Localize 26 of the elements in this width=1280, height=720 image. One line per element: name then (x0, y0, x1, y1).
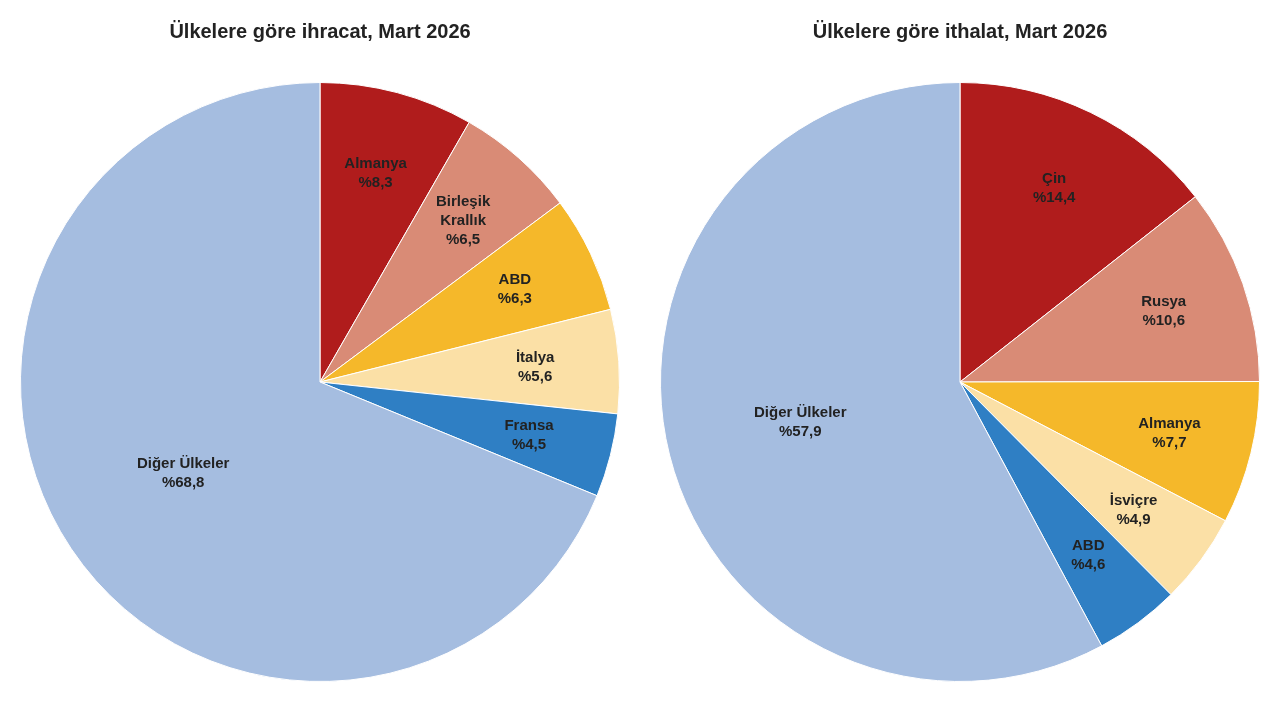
slice-label: İtalya (515, 347, 555, 365)
slice-label: Almanya (1138, 413, 1202, 431)
chart-title: Ülkelere göre ithalat, Mart 2026 (812, 19, 1108, 42)
chart-title: Ülkelere göre ihracat, Mart 2026 (169, 19, 471, 42)
slice-label: Almanya (344, 154, 408, 172)
data-label: %6,5 (446, 229, 481, 247)
slice-label: Fransa (504, 415, 555, 433)
data-label: %4,5 (511, 434, 547, 452)
slice-label: Diğer Ülkeler (136, 454, 230, 472)
data-label: %6,3 (497, 289, 532, 307)
data-label: %57,9 (778, 421, 822, 439)
data-label: %10,6 (1142, 310, 1185, 328)
data-label: %7,7 (1152, 432, 1187, 450)
slice-label: Rusya (1141, 291, 1187, 309)
data-label: %14,4 (1032, 187, 1077, 205)
data-label: %8,3 (358, 173, 393, 191)
data-label: %4,6 (1071, 554, 1106, 572)
slice-label: ABD (498, 270, 532, 288)
slice-label: İsviçre (1109, 490, 1158, 508)
slice-label: Diğer Ülkeler (753, 402, 847, 420)
slice-label: ABD (1072, 535, 1105, 553)
slice-label: Çin (1042, 168, 1067, 186)
data-label: %4,9 (1116, 509, 1151, 527)
data-label: %5,6 (518, 366, 553, 384)
data-label: %68,8 (161, 473, 205, 491)
slice-label: Birleşik Krallık (436, 191, 491, 228)
